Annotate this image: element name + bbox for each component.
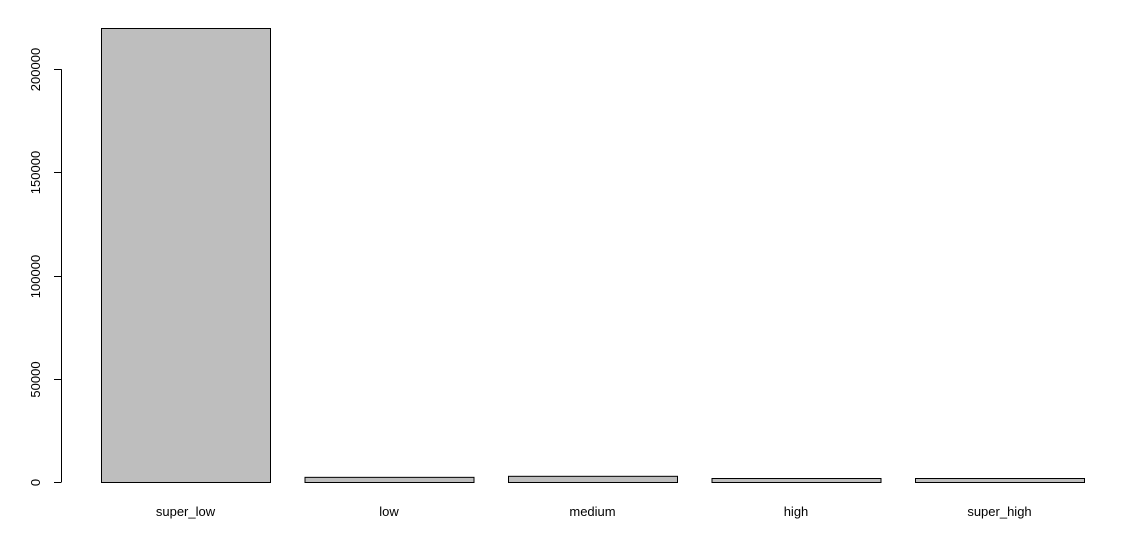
bar-high — [711, 478, 882, 483]
bar-low — [304, 476, 475, 484]
y-tick-label: 150000 — [28, 151, 43, 194]
category-label-high: high — [784, 504, 809, 519]
y-tick-label: 100000 — [28, 255, 43, 298]
category-label-super_low: super_low — [156, 504, 216, 519]
category-label-low: low — [379, 504, 399, 519]
bar-super_high — [915, 478, 1085, 483]
bar-medium — [508, 475, 678, 483]
y-tick-label: 0 — [28, 479, 43, 486]
y-axis: 0 50000 100000 150000 200000 — [28, 48, 62, 486]
bars — [101, 28, 1085, 484]
x-axis-labels: super_low low medium high super_high — [156, 504, 1032, 519]
y-tick-label: 200000 — [28, 48, 43, 91]
bar-super_low — [101, 28, 271, 483]
y-tick-label: 50000 — [28, 361, 43, 397]
category-label-super_high: super_high — [967, 504, 1031, 519]
category-label-medium: medium — [569, 504, 615, 519]
